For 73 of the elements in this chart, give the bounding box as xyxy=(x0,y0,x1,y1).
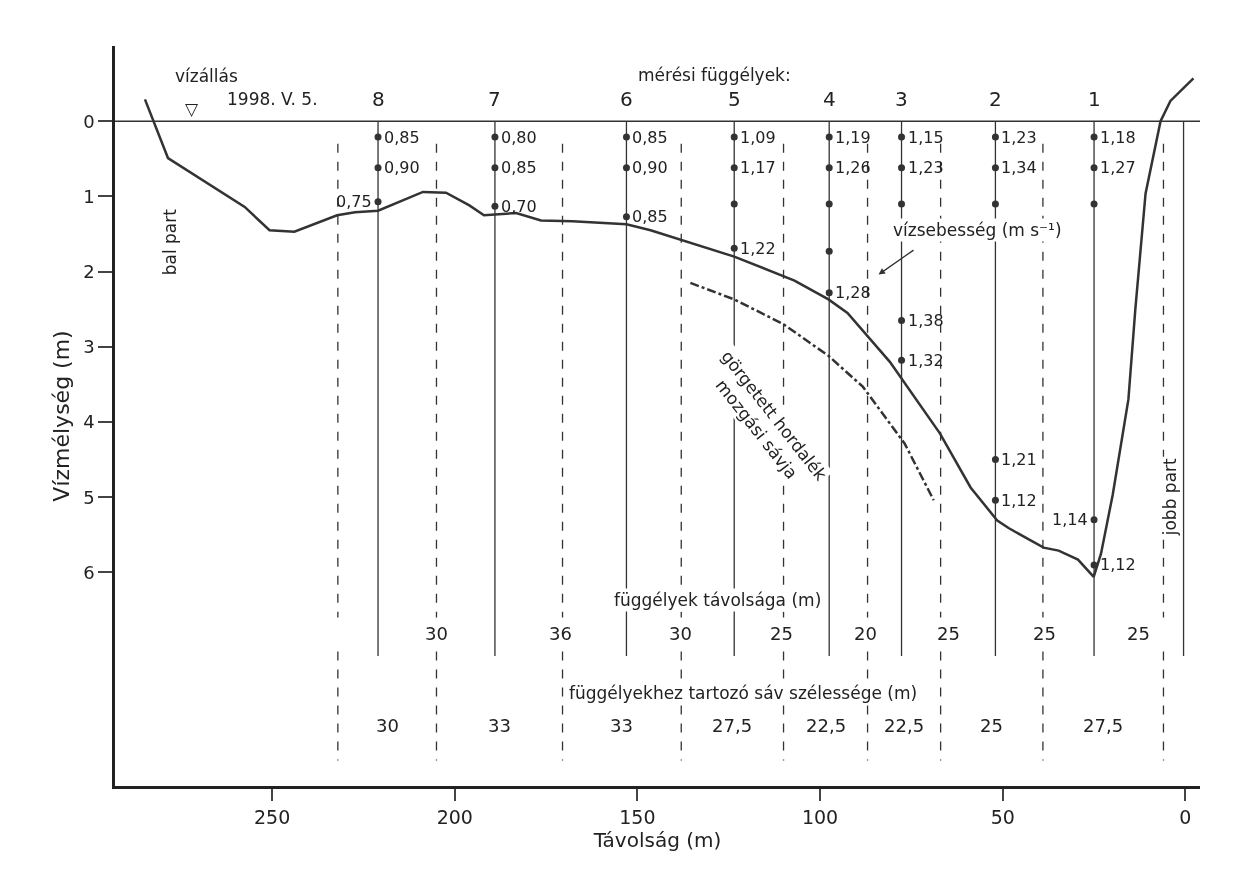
x-tick-label: 250 xyxy=(253,805,291,828)
annotation: 36 xyxy=(549,623,572,644)
annotation: 1,27 xyxy=(1100,158,1136,177)
x-tick-label: 0 xyxy=(1179,805,1192,828)
y-tick-label: 1 xyxy=(83,185,95,207)
x-tick-label: 200 xyxy=(436,805,473,828)
annotation: 33 xyxy=(610,715,633,736)
annotation: 1,09 xyxy=(740,128,776,147)
annotation: 22,5 xyxy=(884,715,925,736)
annotation: 0,80 xyxy=(501,128,537,147)
annotation: 1,15 xyxy=(908,128,944,147)
annotation: 1 xyxy=(1088,87,1101,111)
annotation: 0,85 xyxy=(632,128,668,147)
annotation: 0,90 xyxy=(384,158,420,177)
annotation: 0,85 xyxy=(384,128,420,147)
annotation: 25 xyxy=(1127,623,1150,644)
annotation: függélyek távolsága (m) xyxy=(614,590,822,610)
annotation: 27,5 xyxy=(712,715,753,736)
annotation: függélyekhez tartozó sáv szélessége (m) xyxy=(569,683,918,703)
y-tick-label: 6 xyxy=(83,561,95,583)
annotation: 1,14 xyxy=(1052,510,1088,529)
annotation: 1,17 xyxy=(740,158,776,177)
annotation: 22,5 xyxy=(806,715,847,736)
annotation: 1,34 xyxy=(1001,158,1037,177)
annotation: 5 xyxy=(728,87,741,111)
annotation: 33 xyxy=(488,715,511,736)
annotation: 0,70 xyxy=(501,197,537,216)
annotation: jobb part xyxy=(1159,457,1180,537)
annotation: 25 xyxy=(1033,623,1056,644)
annotation: 25 xyxy=(980,715,1003,736)
annotation: 8 xyxy=(372,87,385,111)
annotation: 3 xyxy=(895,87,908,111)
annotation: 0,90 xyxy=(632,158,668,177)
annotation: 0,85 xyxy=(501,158,537,177)
annotation: 1,23 xyxy=(1001,128,1037,147)
y-tick-label: 2 xyxy=(83,260,95,282)
annotation: 1,26 xyxy=(835,158,871,177)
annotation: 30 xyxy=(376,715,399,736)
annotation: 25 xyxy=(770,623,793,644)
annotation: 1998. V. 5. xyxy=(227,89,318,109)
x-tick-label: 150 xyxy=(619,805,656,828)
annotation: bal part xyxy=(160,208,181,276)
annotation: 30 xyxy=(425,623,448,644)
annotation: vízállás xyxy=(175,66,238,86)
annotation: 1,12 xyxy=(1001,491,1037,510)
y-tick-label: 5 xyxy=(83,486,95,508)
x-tick-label: 50 xyxy=(990,805,1015,828)
annotation: 4 xyxy=(823,87,836,111)
y-tick-label: 3 xyxy=(83,336,95,358)
annotation: 27,5 xyxy=(1083,715,1124,736)
annotation: 2 xyxy=(989,87,1002,111)
annotation: 20 xyxy=(854,623,877,644)
y-tick-label: 0 xyxy=(83,110,95,132)
annotation: 0,85 xyxy=(632,207,668,226)
annotation: ▽ xyxy=(185,99,199,119)
y-tick-label: 4 xyxy=(83,411,95,433)
annotation: 1,32 xyxy=(908,351,944,370)
annotation: 1,18 xyxy=(1100,128,1136,147)
annotation: 25 xyxy=(937,623,960,644)
x-tick-label: 100 xyxy=(801,805,839,828)
annotation: 7 xyxy=(488,87,501,111)
annotation: 1,23 xyxy=(908,158,944,177)
annotation: mérési függélyek: xyxy=(638,65,791,85)
y-axis-title: Vízmélység (m) xyxy=(49,330,74,502)
annotation: 1,12 xyxy=(1100,555,1136,574)
annotation: 1,38 xyxy=(908,311,944,330)
annotation: 1,21 xyxy=(1001,450,1037,469)
annotation: 30 xyxy=(669,623,692,644)
annotation: 1,22 xyxy=(740,239,776,258)
annotation: 1,19 xyxy=(835,128,871,147)
annotation: vízsebesség (m s⁻¹) xyxy=(893,220,1062,240)
annotation: 6 xyxy=(620,87,633,111)
x-axis-title: Távolság (m) xyxy=(592,827,722,852)
